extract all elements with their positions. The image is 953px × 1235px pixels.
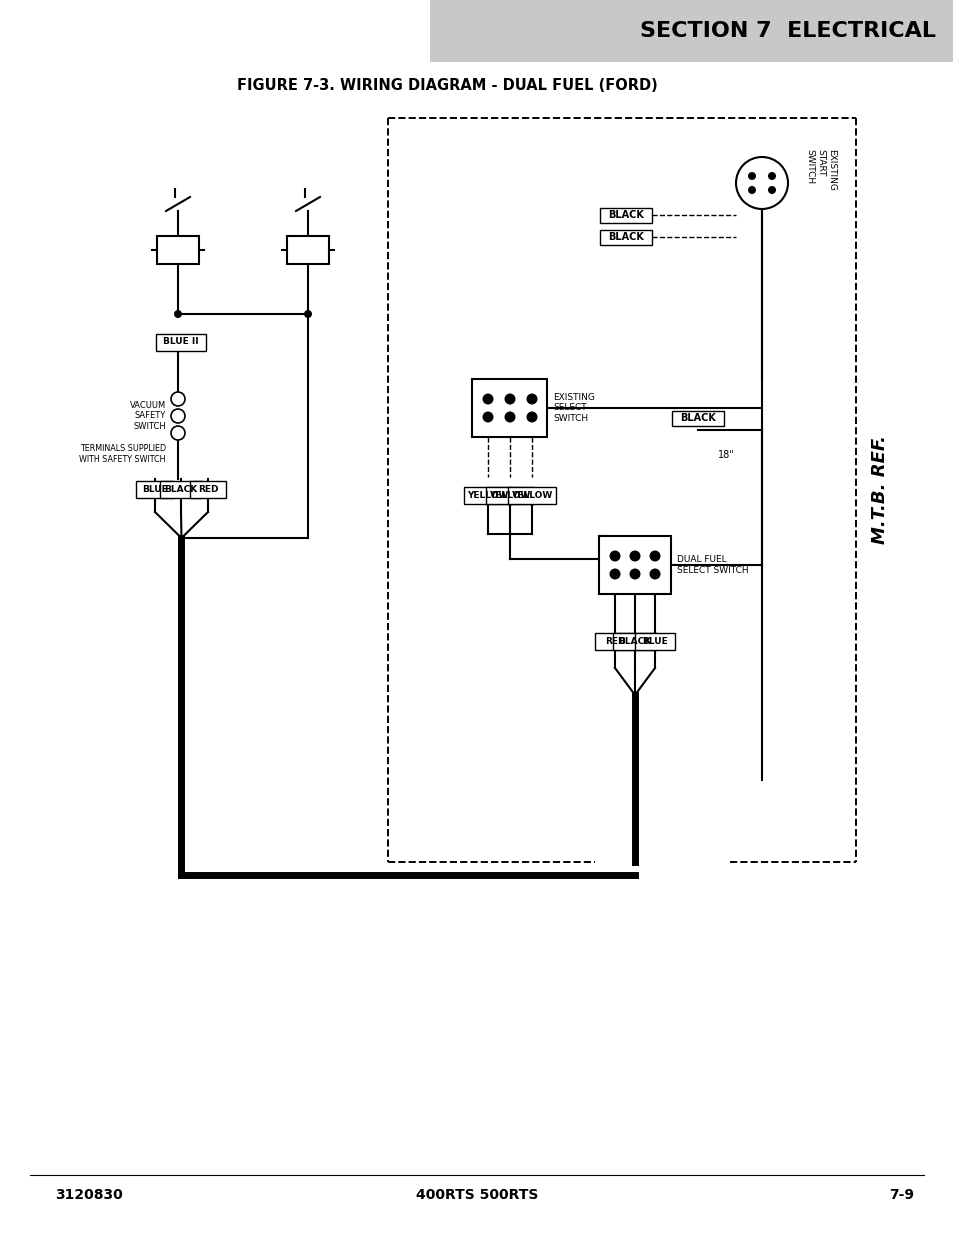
Text: 3120830: 3120830 <box>55 1188 123 1202</box>
Bar <box>671 410 723 426</box>
Circle shape <box>173 310 182 317</box>
Bar <box>595 632 635 650</box>
Text: EXISTING
START
SWITCH: EXISTING START SWITCH <box>804 149 836 191</box>
Circle shape <box>609 568 619 579</box>
Text: DUAL FUEL
SELECT SWITCH: DUAL FUEL SELECT SWITCH <box>677 556 748 574</box>
Text: YELLOW: YELLOW <box>489 490 530 499</box>
Text: BLACK: BLACK <box>618 636 651 646</box>
Circle shape <box>526 394 537 405</box>
Circle shape <box>649 551 659 562</box>
Bar <box>507 487 556 504</box>
Text: BLUE: BLUE <box>142 484 168 494</box>
Text: BLACK: BLACK <box>607 232 643 242</box>
Text: TERMINALS SUPPLIED
WITH SAFETY SWITCH: TERMINALS SUPPLIED WITH SAFETY SWITCH <box>79 445 166 463</box>
Circle shape <box>504 394 515 405</box>
Text: YELLOW: YELLOW <box>511 490 552 499</box>
Text: 7-9: 7-9 <box>888 1188 913 1202</box>
Text: BLACK: BLACK <box>607 210 643 220</box>
Bar <box>635 632 675 650</box>
Text: BLACK: BLACK <box>679 412 715 424</box>
Bar <box>472 379 547 437</box>
Bar <box>430 0 953 62</box>
Circle shape <box>304 310 312 317</box>
Circle shape <box>171 391 185 406</box>
Bar <box>463 487 512 504</box>
Circle shape <box>171 426 185 440</box>
Circle shape <box>629 551 639 562</box>
Bar <box>287 236 329 264</box>
Text: SECTION 7  ELECTRICAL: SECTION 7 ELECTRICAL <box>639 21 935 41</box>
Circle shape <box>629 568 639 579</box>
Circle shape <box>482 394 493 405</box>
Text: VACUUM
SAFETY
SWITCH: VACUUM SAFETY SWITCH <box>130 401 166 431</box>
Text: BLUE: BLUE <box>641 636 667 646</box>
Bar <box>598 536 670 594</box>
Bar <box>190 480 226 498</box>
Bar <box>156 333 206 351</box>
Text: M.T.B. REF.: M.T.B. REF. <box>870 436 888 545</box>
Text: RED: RED <box>604 636 624 646</box>
Bar <box>599 230 651 245</box>
Circle shape <box>735 157 787 209</box>
Bar <box>136 480 173 498</box>
Bar <box>599 207 651 222</box>
Text: RED: RED <box>197 484 218 494</box>
Bar <box>157 236 199 264</box>
Text: YELLOW: YELLOW <box>467 490 508 499</box>
Text: BLACK: BLACK <box>164 484 197 494</box>
Circle shape <box>609 551 619 562</box>
Circle shape <box>171 409 185 424</box>
Circle shape <box>649 568 659 579</box>
Text: EXISTING
SELECT
SWITCH: EXISTING SELECT SWITCH <box>553 393 595 422</box>
Text: FIGURE 7-3. WIRING DIAGRAM - DUAL FUEL (FORD): FIGURE 7-3. WIRING DIAGRAM - DUAL FUEL (… <box>236 78 657 93</box>
Bar <box>613 632 657 650</box>
Text: BLUE II: BLUE II <box>163 337 198 347</box>
Circle shape <box>504 411 515 422</box>
Circle shape <box>747 186 755 194</box>
Bar <box>485 487 534 504</box>
Circle shape <box>482 411 493 422</box>
Circle shape <box>767 186 775 194</box>
Circle shape <box>526 411 537 422</box>
Text: 400RTS 500RTS: 400RTS 500RTS <box>416 1188 537 1202</box>
Text: 18": 18" <box>718 450 734 459</box>
Bar <box>160 480 202 498</box>
Circle shape <box>767 172 775 180</box>
Circle shape <box>747 172 755 180</box>
